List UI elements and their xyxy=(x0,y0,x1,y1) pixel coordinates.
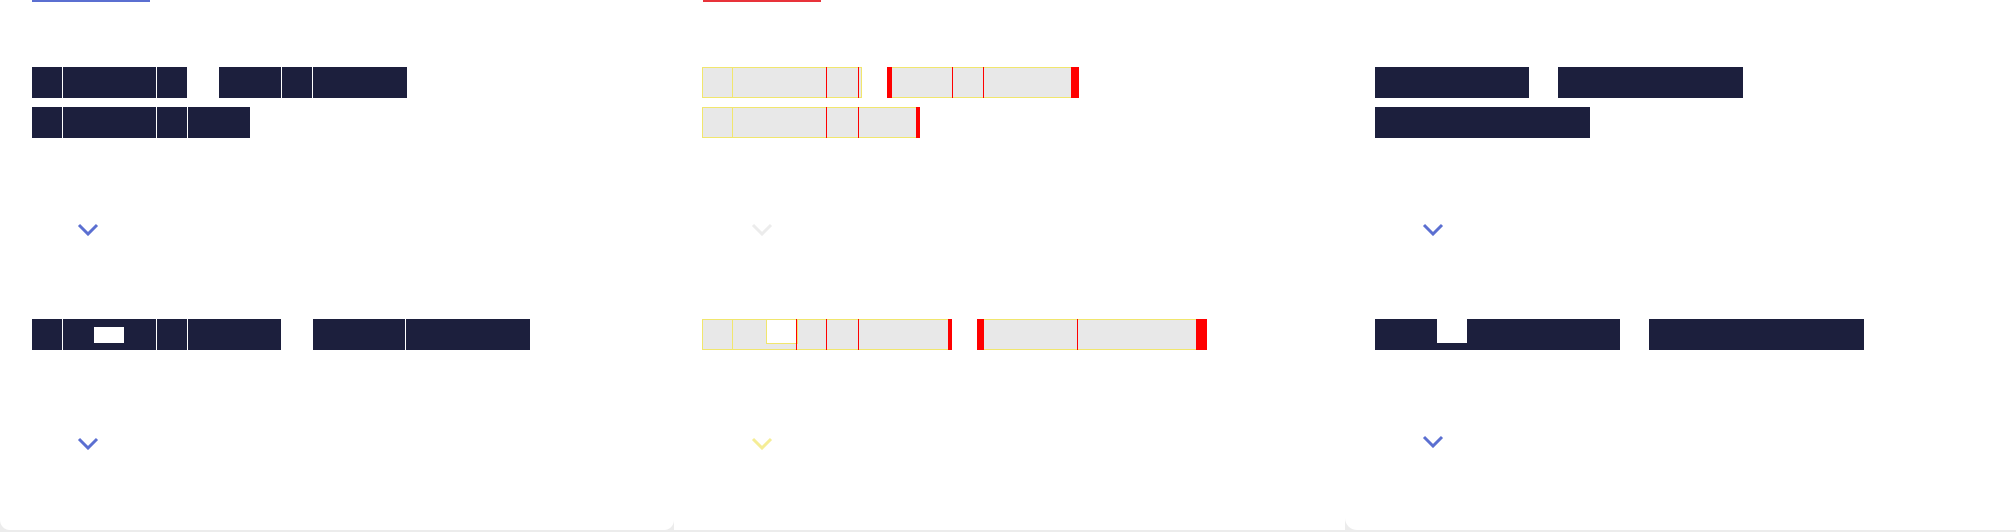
glyph-divider xyxy=(62,67,63,98)
chevron-down-icon[interactable] xyxy=(1420,222,1446,238)
redacted-text xyxy=(1649,319,1864,350)
glyph-gap xyxy=(1437,319,1467,343)
chevron-down-icon[interactable] xyxy=(749,222,775,238)
glyph-divider xyxy=(156,107,157,138)
diff-mismatch xyxy=(1071,67,1079,98)
glyph-divider xyxy=(826,67,827,98)
glyph-divider xyxy=(732,319,733,350)
diff-mismatch xyxy=(1196,319,1207,350)
active-tab-indicator xyxy=(703,0,821,2)
redacted-text xyxy=(32,67,407,98)
glyph-divider xyxy=(156,67,157,98)
rendered-panel xyxy=(1345,0,2016,530)
glyph-divider xyxy=(62,319,63,350)
redacted-text xyxy=(1375,319,1620,350)
glyph-divider xyxy=(62,107,63,138)
glyph-divider xyxy=(732,67,733,98)
redacted-text xyxy=(1558,67,1743,98)
glyph-divider xyxy=(858,67,859,98)
diff-highlight xyxy=(702,319,952,350)
chevron-down-icon[interactable] xyxy=(75,222,101,238)
diff-mismatch xyxy=(948,319,952,350)
diff-highlight xyxy=(977,319,1207,350)
diff-mismatch xyxy=(887,67,892,98)
glyph-divider xyxy=(187,107,188,138)
glyph-gap xyxy=(94,327,124,343)
active-tab-indicator xyxy=(32,0,150,2)
diff-highlight xyxy=(702,107,920,138)
glyph-divider xyxy=(312,67,313,98)
glyph-divider xyxy=(281,67,282,98)
glyph-divider xyxy=(796,319,797,350)
glyph-divider xyxy=(826,319,827,350)
redacted-text xyxy=(1375,107,1590,138)
glyph-divider xyxy=(826,107,827,138)
diff-mismatch xyxy=(916,107,920,138)
glyph-divider xyxy=(732,107,733,138)
glyph-gap xyxy=(766,320,798,344)
original-panel xyxy=(0,0,674,530)
glyph-divider xyxy=(858,107,859,138)
glyph-divider xyxy=(405,319,406,350)
diff-panel xyxy=(674,0,1345,530)
glyph-divider xyxy=(952,67,953,98)
chevron-down-icon[interactable] xyxy=(749,436,775,452)
glyph-divider xyxy=(156,319,157,350)
chevron-down-icon[interactable] xyxy=(75,436,101,452)
redacted-text xyxy=(32,107,250,138)
glyph-divider xyxy=(187,319,188,350)
redacted-text xyxy=(1375,67,1529,98)
word-gap xyxy=(281,319,313,350)
diff-highlight xyxy=(702,67,862,98)
diff-mismatch xyxy=(977,319,984,350)
glyph-divider xyxy=(983,67,984,98)
glyph-divider xyxy=(858,319,859,350)
chevron-down-icon[interactable] xyxy=(1420,434,1446,450)
glyph-divider xyxy=(1077,319,1078,350)
word-gap xyxy=(187,67,219,98)
